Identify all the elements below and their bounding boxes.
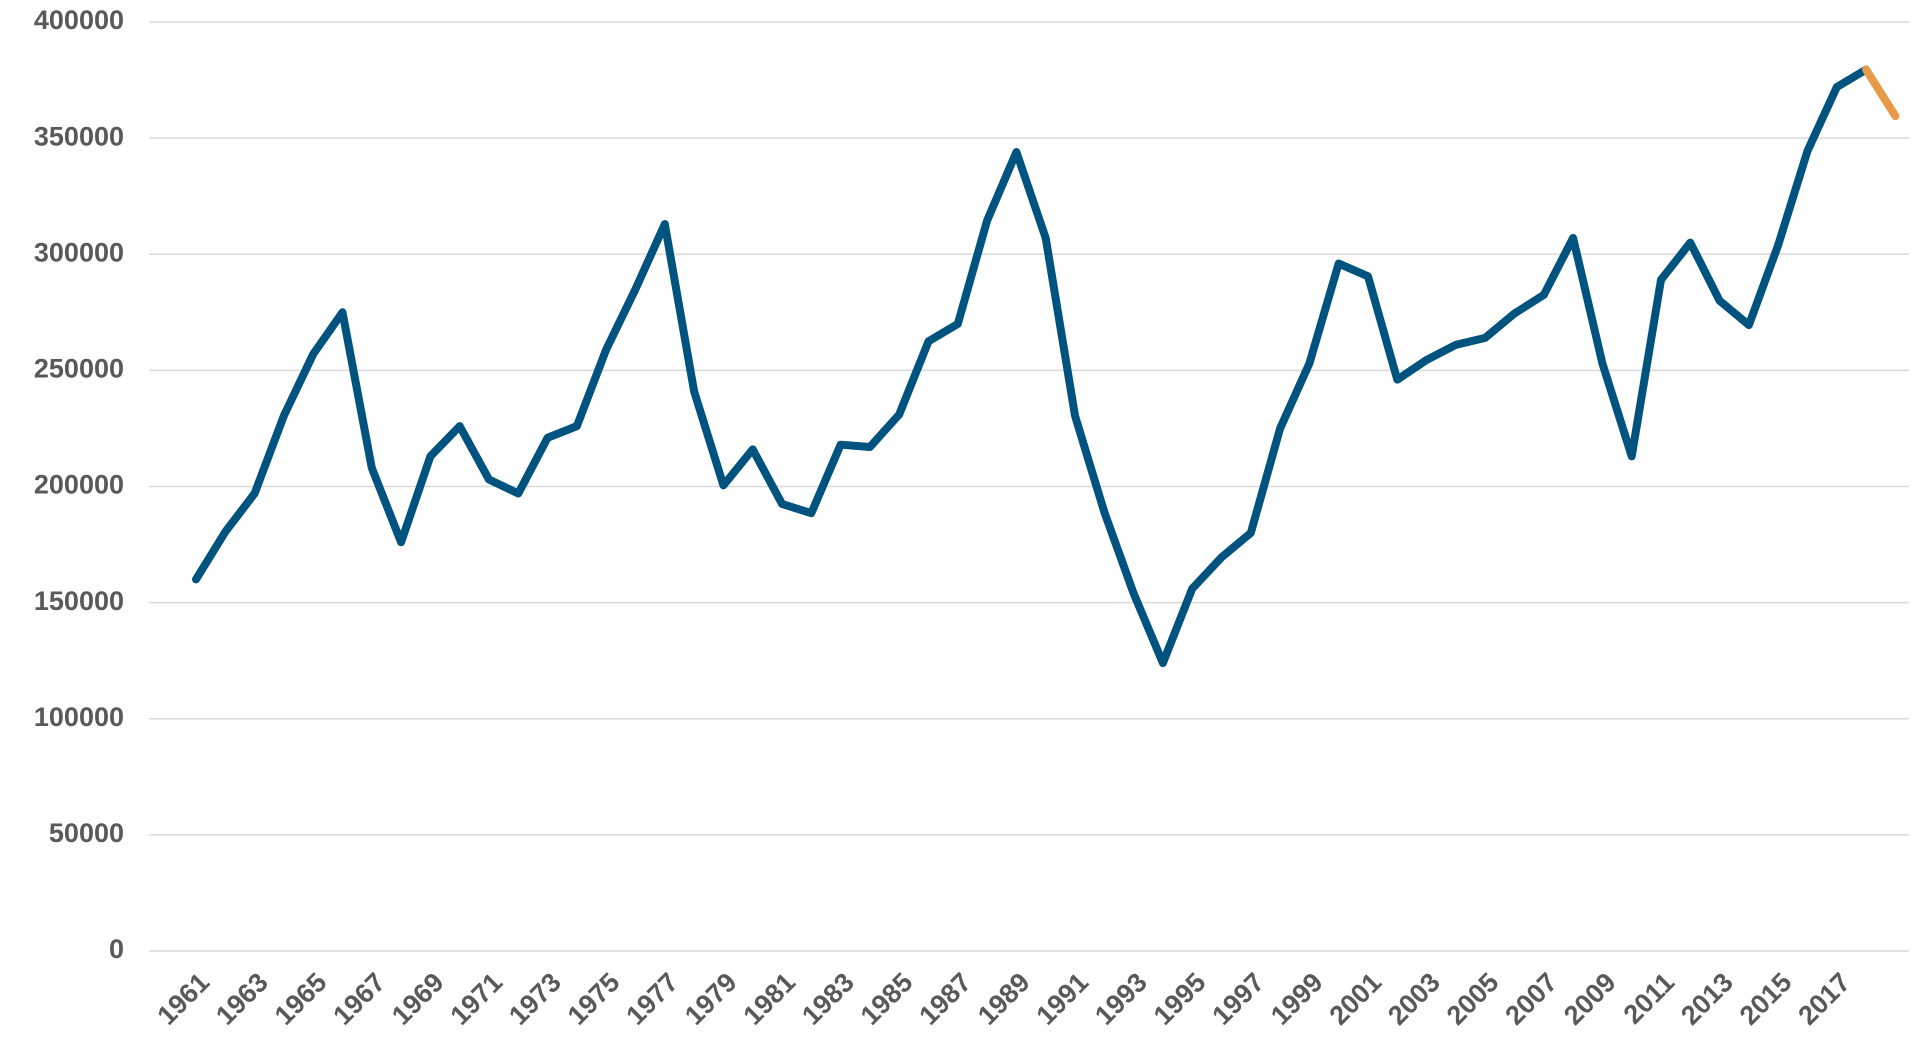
y-tick-label: 100000 <box>34 702 124 732</box>
y-tick-label: 150000 <box>34 586 124 616</box>
x-tick-label: 1987 <box>913 967 977 1031</box>
y-tick-label: 400000 <box>34 5 124 35</box>
x-tick-label: 2003 <box>1382 967 1446 1031</box>
x-tick-label: 1969 <box>386 967 450 1031</box>
x-tick-label: 2017 <box>1792 967 1856 1031</box>
x-tick-label: 1963 <box>210 967 274 1031</box>
x-tick-label: 2015 <box>1734 967 1798 1031</box>
x-tick-label: 1977 <box>620 967 684 1031</box>
x-tick-label: 2001 <box>1324 967 1388 1031</box>
y-tick-label: 300000 <box>34 237 124 267</box>
series-line <box>192 65 1871 668</box>
x-tick-label: 1991 <box>1031 967 1095 1031</box>
x-tick-label: 1983 <box>796 967 860 1031</box>
x-tick-label: 1993 <box>1089 967 1153 1031</box>
series-line <box>1862 65 1900 121</box>
y-tick-label: 200000 <box>34 470 124 500</box>
x-tick-label: 1973 <box>503 967 567 1031</box>
x-tick-label: 1997 <box>1206 967 1270 1031</box>
x-tick-label: 2011 <box>1618 967 1681 1030</box>
y-tick-label: 50000 <box>49 818 124 848</box>
x-tick-label: 2013 <box>1675 967 1739 1031</box>
y-tick-label: 250000 <box>34 354 124 384</box>
x-tick-label: 2009 <box>1558 967 1622 1031</box>
x-tick-label: 1985 <box>855 967 919 1031</box>
x-tick-label: 1961 <box>152 967 216 1031</box>
x-tick-label: 1999 <box>1265 967 1329 1031</box>
x-tick-label: 1989 <box>972 967 1036 1031</box>
x-tick-label: 1995 <box>1148 967 1212 1031</box>
x-tick-label: 1971 <box>445 967 509 1031</box>
x-tick-label: 1965 <box>269 967 333 1031</box>
x-tick-label: 1979 <box>679 967 743 1031</box>
x-tick-label: 1975 <box>562 967 626 1031</box>
x-tick-label: 1981 <box>738 967 802 1031</box>
y-tick-label: 0 <box>109 934 124 964</box>
y-tick-label: 350000 <box>34 121 124 151</box>
x-tick-label: 2005 <box>1441 967 1505 1031</box>
x-tick-label: 1967 <box>327 967 391 1031</box>
x-tick-label: 2007 <box>1499 967 1563 1031</box>
